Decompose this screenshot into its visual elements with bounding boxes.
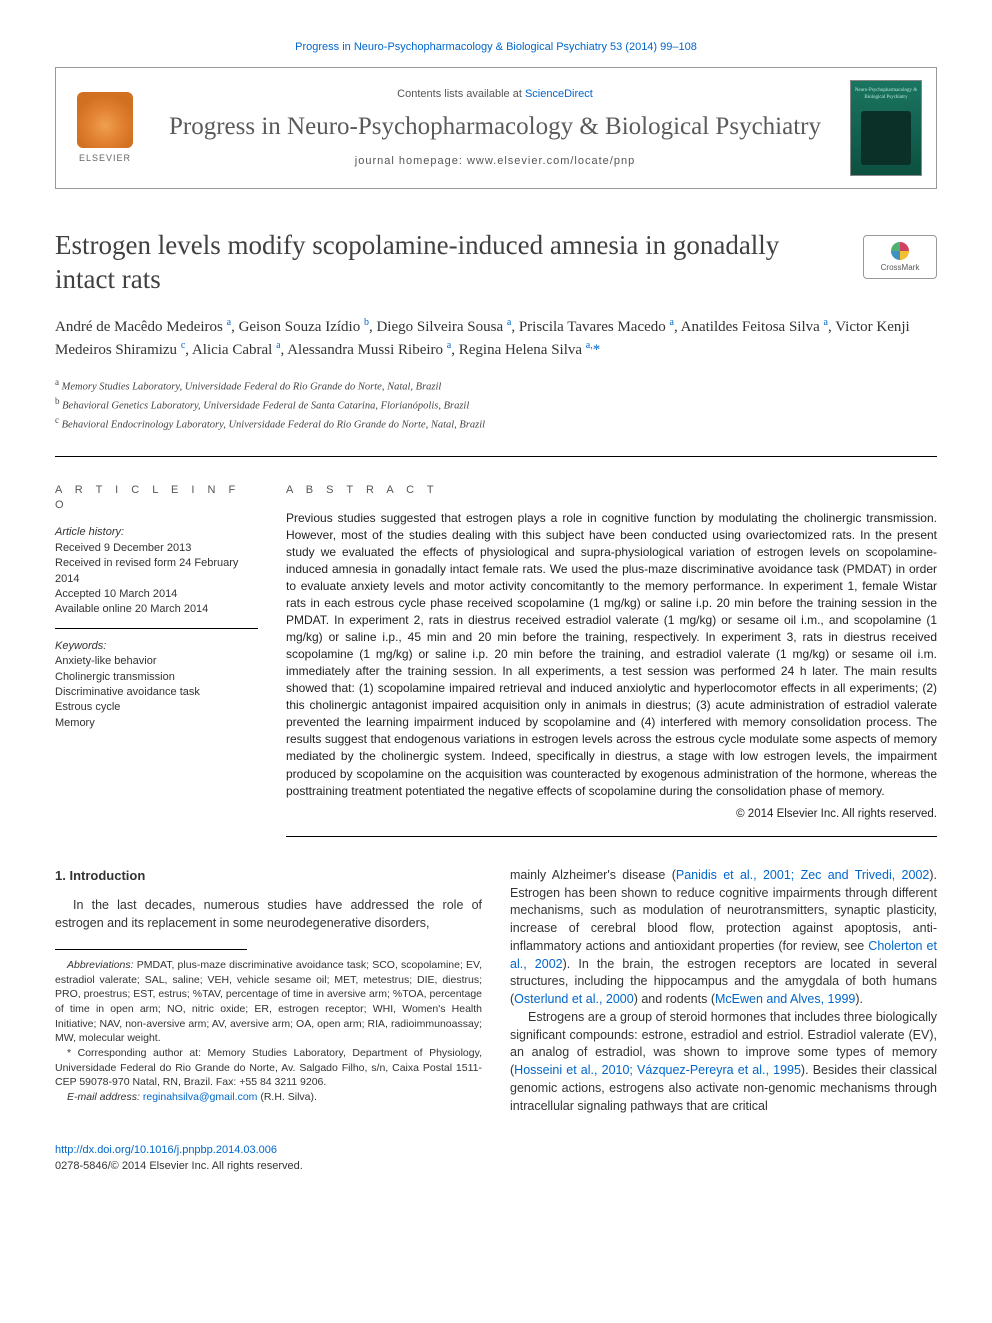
journal-name: Progress in Neuro-Psychopharmacology & B… (152, 112, 838, 142)
keyword-item: Discriminative avoidance task (55, 685, 258, 700)
article-history-block: Article history: Received 9 December 201… (55, 525, 258, 628)
intro-paragraph-col2-2: Estrogens are a group of steroid hormone… (510, 1009, 937, 1116)
journal-header: ELSEVIER Contents lists available at Sci… (55, 67, 937, 189)
keyword-item: Memory (55, 716, 258, 731)
sciencedirect-link[interactable]: ScienceDirect (525, 88, 593, 100)
article-info-column: A R T I C L E I N F O Article history: R… (55, 483, 258, 837)
keyword-item: Anxiety-like behavior (55, 654, 258, 669)
elsevier-tree-icon (77, 92, 133, 148)
crossmark-icon (891, 242, 909, 260)
history-accepted: Accepted 10 March 2014 (55, 587, 258, 602)
copyright-line: © 2014 Elsevier Inc. All rights reserved… (286, 806, 937, 822)
cover-image-icon (861, 111, 911, 165)
journal-homepage: journal homepage: www.elsevier.com/locat… (152, 154, 838, 169)
intro-paragraph-col2-1: mainly Alzheimer's disease (Panidis et a… (510, 867, 937, 1009)
cite-mcewen[interactable]: McEwen and Alves, 1999 (715, 992, 855, 1006)
cover-title: Neuro-Psychopharmacology & Biological Ps… (854, 87, 918, 101)
header-center: Contents lists available at ScienceDirec… (140, 87, 850, 170)
footnote-separator (55, 949, 247, 950)
history-received: Received 9 December 2013 (55, 541, 258, 556)
abstract-body: Previous studies suggested that estrogen… (286, 511, 937, 798)
abbrev-text: PMDAT, plus-maze discriminative avoidanc… (55, 959, 482, 1044)
keyword-item: Cholinergic transmission (55, 670, 258, 685)
p-col2-1-e: ). (855, 992, 863, 1006)
keywords-block: Keywords: Anxiety-like behaviorCholinerg… (55, 639, 258, 731)
elsevier-label: ELSEVIER (79, 152, 131, 165)
crossmark-label: CrossMark (881, 262, 920, 273)
introduction-heading: 1. Introduction (55, 867, 482, 885)
elsevier-logo: ELSEVIER (70, 88, 140, 168)
intro-paragraph-1: In the last decades, numerous studies ha… (55, 897, 482, 933)
email-suffix: (R.H. Silva). (257, 1091, 317, 1103)
history-label: Article history: (55, 525, 258, 540)
body-columns: 1. Introduction In the last decades, num… (55, 867, 937, 1116)
crossmark-badge[interactable]: CrossMark (863, 235, 937, 279)
abstract-heading: A B S T R A C T (286, 483, 937, 498)
p-col2-1-a: mainly Alzheimer's disease ( (510, 868, 676, 882)
affiliations-list: a Memory Studies Laboratory, Universidad… (55, 376, 937, 457)
history-online: Available online 20 March 2014 (55, 602, 258, 617)
authors-list: André de Macêdo Medeiros a, Geison Souza… (55, 315, 937, 362)
affiliation-line: b Behavioral Genetics Laboratory, Univer… (55, 395, 937, 414)
cite-panidis[interactable]: Panidis et al., 2001; Zec and Trivedi, 2… (676, 868, 929, 882)
affiliation-line: a Memory Studies Laboratory, Universidad… (55, 376, 937, 395)
email-footnote: E-mail address: reginahsilva@gmail.com (… (55, 1090, 482, 1105)
corresponding-author-footnote: * Corresponding author at: Memory Studie… (55, 1046, 482, 1090)
keyword-item: Estrous cycle (55, 700, 258, 715)
cite-osterlund[interactable]: Osterlund et al., 2000 (514, 992, 634, 1006)
doi-link[interactable]: http://dx.doi.org/10.1016/j.pnpbp.2014.0… (55, 1143, 937, 1158)
journal-cover-thumbnail: Neuro-Psychopharmacology & Biological Ps… (850, 80, 922, 176)
journal-citation-link[interactable]: Progress in Neuro-Psychopharmacology & B… (55, 40, 937, 55)
p-col2-1-d: ) and rodents ( (634, 992, 715, 1006)
contents-prefix: Contents lists available at (397, 88, 525, 100)
email-link[interactable]: reginahsilva@gmail.com (140, 1091, 257, 1103)
contents-available-line: Contents lists available at ScienceDirec… (152, 87, 838, 102)
email-label: E-mail address: (67, 1091, 140, 1103)
page-footer: http://dx.doi.org/10.1016/j.pnpbp.2014.0… (55, 1143, 937, 1174)
cite-hosseini[interactable]: Hosseini et al., 2010; Vázquez-Pereyra e… (514, 1063, 801, 1077)
article-title: Estrogen levels modify scopolamine-induc… (55, 229, 843, 297)
abbrev-label: Abbreviations: (67, 959, 134, 971)
abstract-column: A B S T R A C T Previous studies suggest… (286, 483, 937, 837)
abstract-text: Previous studies suggested that estrogen… (286, 510, 937, 837)
history-revised: Received in revised form 24 February 201… (55, 556, 258, 587)
keywords-label: Keywords: (55, 639, 258, 654)
issn-copyright: 0278-5846/© 2014 Elsevier Inc. All right… (55, 1159, 937, 1174)
abbreviations-footnote: Abbreviations: PMDAT, plus-maze discrimi… (55, 958, 482, 1046)
affiliation-line: c Behavioral Endocrinology Laboratory, U… (55, 414, 937, 433)
footnotes-block: Abbreviations: PMDAT, plus-maze discrimi… (55, 958, 482, 1105)
article-info-heading: A R T I C L E I N F O (55, 483, 258, 514)
